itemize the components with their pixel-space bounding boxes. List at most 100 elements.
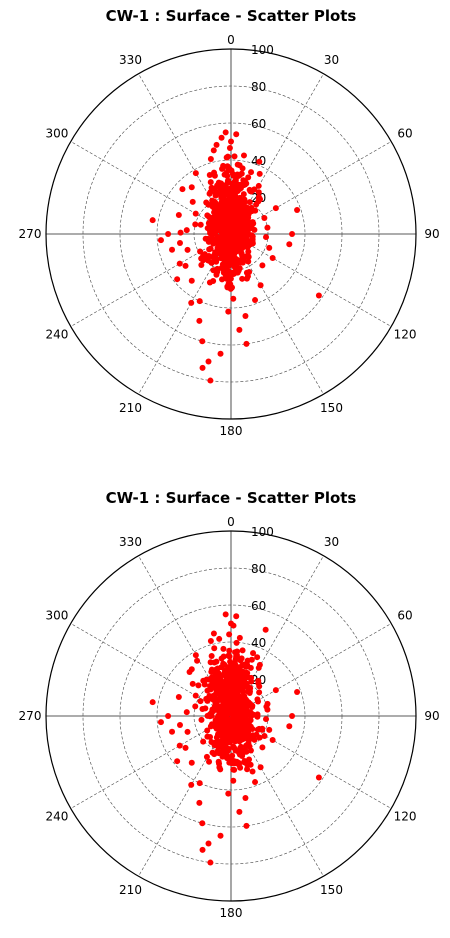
scatter-point (188, 781, 195, 788)
scatter-point (230, 245, 237, 252)
radial-tick-label: 40 (251, 636, 266, 650)
radial-ring (45, 48, 417, 420)
scatter-point (250, 650, 257, 657)
scatter-point (255, 664, 262, 671)
scatter-point (251, 226, 258, 233)
scatter-point (237, 223, 244, 230)
scatter-point (223, 714, 230, 721)
scatter-point (197, 248, 204, 255)
scatter-point (203, 753, 210, 760)
scatter-point (240, 152, 247, 159)
scatter-point (230, 777, 237, 784)
scatter-point (222, 230, 229, 237)
scatter-point (210, 696, 217, 703)
scatter-point (196, 799, 203, 806)
scatter-point (219, 734, 226, 741)
scatter-point (211, 723, 218, 730)
scatter-point (255, 198, 262, 205)
scatter-point (242, 794, 249, 801)
scatter-point (248, 656, 255, 663)
radial-ring (119, 604, 343, 828)
scatter-point (192, 692, 199, 699)
scatter-point (229, 189, 236, 196)
scatter-point (227, 658, 234, 665)
scatter-point (210, 278, 217, 285)
scatter-point (205, 358, 212, 365)
scatter-point (219, 753, 226, 760)
scatter-point (196, 780, 203, 787)
angle-tick-label: 120 (394, 810, 417, 824)
scatter-point (226, 647, 233, 654)
scatter-point (249, 768, 256, 775)
scatter-point (264, 706, 271, 713)
scatter-point (211, 691, 218, 698)
spoke-line (230, 233, 392, 327)
scatter-point (197, 221, 204, 228)
scatter-point (294, 206, 301, 213)
scatter-points (149, 129, 322, 384)
scatter-point (294, 688, 301, 695)
scatter-point (219, 276, 226, 283)
scatter-point (192, 170, 199, 177)
scatter-point (192, 703, 199, 710)
scatter-point (222, 246, 229, 253)
scatter-point (196, 317, 203, 324)
scatter-point (206, 758, 213, 765)
scatter-point (269, 737, 276, 744)
scatter-point (223, 275, 230, 282)
scatter-point (165, 231, 172, 237)
scatter-point (192, 210, 199, 217)
scatter-point (264, 224, 271, 231)
radial-ring (82, 567, 380, 865)
scatter-point (315, 774, 322, 781)
scatter-point (192, 221, 199, 228)
scatter-point (261, 215, 268, 222)
angle-tick-label: 90 (424, 227, 439, 241)
scatter-point (234, 700, 241, 707)
scatter-point (244, 227, 251, 234)
scatter-point (218, 192, 225, 199)
scatter-point (205, 238, 212, 245)
scatter-point (233, 691, 240, 698)
scatter-point (230, 744, 237, 751)
scatter-point (207, 859, 214, 866)
scatter-point (251, 186, 258, 193)
scatter-point (262, 626, 269, 633)
scatter-point (225, 212, 232, 219)
scatter-point (249, 238, 256, 245)
scatter-point (232, 738, 239, 745)
scatter-point (230, 716, 237, 723)
scatter-point (177, 229, 184, 236)
scatter-point (208, 738, 215, 745)
scatter-point (233, 733, 240, 740)
scatter-point (243, 680, 250, 687)
scatter-point (315, 292, 322, 299)
scatter-point (228, 721, 235, 728)
scatter-point (228, 620, 234, 627)
scatter-point (257, 764, 264, 771)
scatter-point (217, 832, 224, 839)
scatter-point (207, 377, 214, 384)
scatter-point (157, 237, 164, 244)
scatter-point (183, 709, 190, 716)
scatter-point (255, 182, 262, 189)
angle-tick-label: 240 (45, 328, 68, 342)
angle-tick-label: 150 (320, 401, 343, 415)
scatter-point (220, 740, 227, 747)
scatter-point (256, 170, 263, 177)
polar-chart-1: CW-1 : Surface - Scatter Plots 0 30 60 90 12… (19, 7, 440, 438)
scatter-point (254, 654, 261, 661)
scatter-point (233, 202, 240, 209)
radial-ring (45, 530, 417, 902)
scatter-point (212, 192, 219, 199)
scatter-point (248, 678, 255, 685)
scatter-point (234, 161, 241, 168)
scatter-point (199, 705, 206, 712)
scatter-point (199, 338, 206, 345)
scatter-point (205, 201, 212, 208)
scatter-point (224, 177, 231, 184)
scatter-point (237, 718, 244, 725)
scatter-point (206, 692, 213, 699)
scatter-point (235, 709, 242, 716)
